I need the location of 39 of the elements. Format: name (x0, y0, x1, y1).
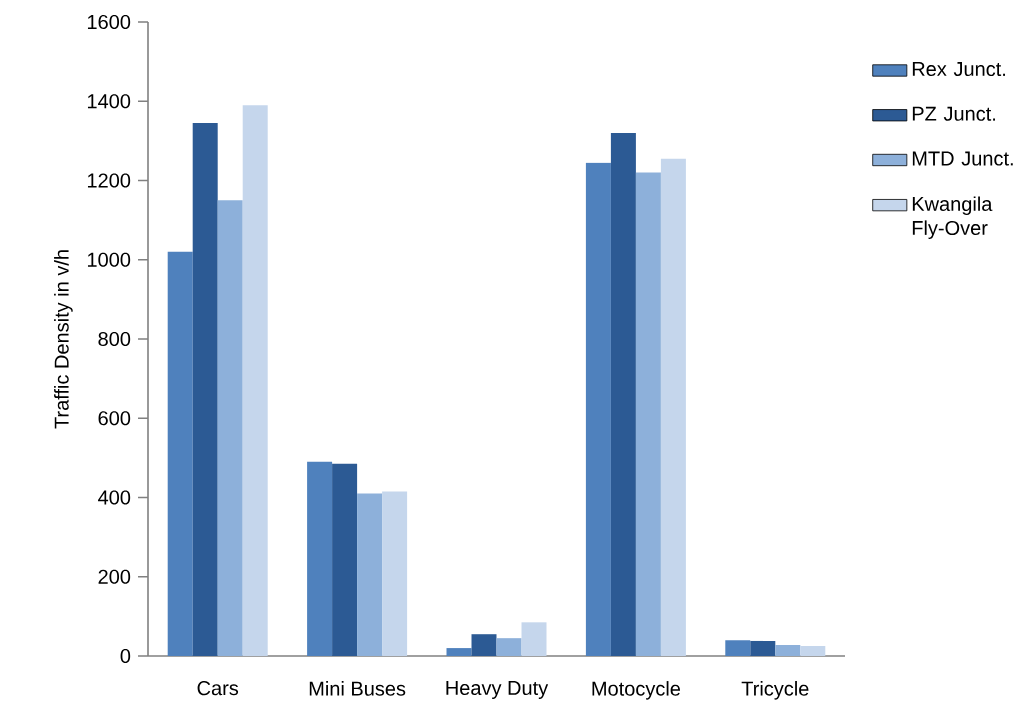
bar (332, 463, 358, 656)
y-tick-label: 1600 (87, 14, 131, 30)
bar (585, 162, 611, 656)
x-tick-label: Cars (197, 681, 239, 696)
bar (471, 634, 497, 656)
bar (382, 491, 408, 656)
legend-label: PZ Junct. (912, 106, 995, 121)
bar (660, 158, 686, 656)
bar (521, 622, 547, 656)
y-tick-label: 0 (120, 648, 131, 664)
x-tick-label: Heavy Duty (446, 681, 549, 699)
bar (610, 132, 636, 656)
x-tick-label: Motocycle (592, 681, 681, 700)
bar (800, 646, 826, 656)
y-tick-label: 1400 (87, 94, 131, 109)
y-tick-label: 1200 (87, 173, 131, 188)
bar (775, 644, 801, 656)
bar (242, 105, 268, 656)
bar (357, 493, 383, 656)
y-tick-label: 200 (98, 569, 131, 584)
y-tick-label: 800 (98, 331, 131, 347)
bar (446, 648, 472, 656)
x-tick-label: Mini Buses (309, 681, 406, 696)
y-axis-title: Traffic Density in v/h (54, 250, 73, 429)
legend-label: MTD Junct. (912, 151, 1013, 166)
y-tick-label: 400 (98, 490, 131, 505)
bar (217, 200, 243, 656)
legend-label: Rex Junct. (912, 62, 1005, 77)
bar (307, 461, 333, 656)
y-tick-label: 600 (98, 411, 131, 426)
bar (167, 251, 193, 656)
x-tick-label: Tricycle (741, 681, 809, 700)
bar (635, 172, 661, 656)
legend-label: Kwangila Fly-Over (912, 196, 993, 240)
bar (496, 638, 522, 656)
bar (750, 640, 776, 656)
y-tick-label: 1000 (87, 252, 131, 267)
bar (725, 640, 751, 656)
bar (192, 123, 218, 656)
